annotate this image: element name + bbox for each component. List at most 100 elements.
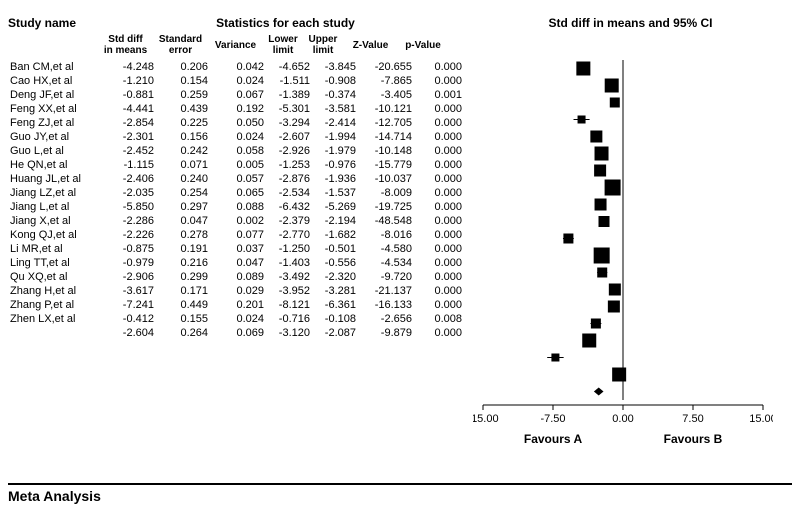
col-header-var: Variance [208, 40, 263, 51]
cell-var: 0.065 [210, 186, 266, 200]
header-row-1: Study name Statistics for each study [8, 8, 473, 30]
forest-plot-figure: Study name Statistics for each study Std… [8, 8, 792, 504]
cell-var: 0.069 [210, 326, 266, 340]
cell-ll: -1.403 [266, 256, 312, 270]
cell-p: 0.000 [414, 256, 464, 270]
cell-var: 0.024 [210, 312, 266, 326]
cell-var: 0.192 [210, 102, 266, 116]
cell-se: 0.191 [156, 242, 210, 256]
cell-z: -14.714 [358, 130, 414, 144]
table-row: Jiang X,et al-2.2860.0470.002-2.379-2.19… [8, 214, 464, 228]
svg-text:15.00: 15.00 [749, 413, 773, 425]
cell-ll: -0.716 [266, 312, 312, 326]
cell-z: -10.148 [358, 144, 414, 158]
cell-z: -15.779 [358, 158, 414, 172]
cell-name: Feng XX,et al [8, 102, 102, 116]
cell-ul: -1.936 [312, 172, 358, 186]
cell-p: 0.000 [414, 116, 464, 130]
cell-se: 0.171 [156, 284, 210, 298]
chart-title: Std diff in means and 95% CI [473, 8, 788, 30]
cell-z: -19.725 [358, 200, 414, 214]
cell-z: -10.037 [358, 172, 414, 186]
cell-sdm: -0.979 [102, 256, 156, 270]
col-header-se: Standarderror [153, 34, 208, 56]
cell-se: 0.047 [156, 214, 210, 228]
cell-ul: -5.269 [312, 200, 358, 214]
cell-name: Jiang X,et al [8, 214, 102, 228]
cell-p: 0.008 [414, 312, 464, 326]
cell-se: 0.225 [156, 116, 210, 130]
cell-ll: -3.120 [266, 326, 312, 340]
cell-name [8, 326, 102, 340]
cell-se: 0.216 [156, 256, 210, 270]
cell-ll: -1.511 [266, 74, 312, 88]
cell-var: 0.037 [210, 242, 266, 256]
cell-z: -4.580 [358, 242, 414, 256]
col-header-z: Z-Value [343, 40, 398, 51]
cell-p: 0.000 [414, 158, 464, 172]
cell-sdm: -2.286 [102, 214, 156, 228]
cell-se: 0.240 [156, 172, 210, 186]
footer-label: Meta Analysis [8, 483, 792, 504]
table-row: Zhen LX,et al-0.4120.1550.024-0.716-0.10… [8, 312, 464, 326]
cell-z: -8.016 [358, 228, 414, 242]
cell-p: 0.000 [414, 298, 464, 312]
cell-ul: -3.581 [312, 102, 358, 116]
cell-var: 0.089 [210, 270, 266, 284]
forest-svg: -15.00-7.500.007.5015.00Favours AFavours… [473, 60, 773, 455]
cell-z: -48.548 [358, 214, 414, 228]
svg-text:Favours B: Favours B [664, 432, 723, 446]
table-row: Kong QJ,et al-2.2260.2780.077-2.770-1.68… [8, 228, 464, 242]
plot-area: -15.00-7.500.007.5015.00Favours AFavours… [473, 60, 788, 455]
cell-se: 0.155 [156, 312, 210, 326]
table-row: Qu XQ,et al-2.9060.2990.089-3.492-2.320-… [8, 270, 464, 284]
cell-se: 0.297 [156, 200, 210, 214]
cell-name: Kong QJ,et al [8, 228, 102, 242]
cell-ll: -3.952 [266, 284, 312, 298]
cell-se: 0.206 [156, 60, 210, 74]
cell-sdm: -2.906 [102, 270, 156, 284]
cell-sdm: -3.617 [102, 284, 156, 298]
cell-sdm: -2.301 [102, 130, 156, 144]
cell-ll: -3.492 [266, 270, 312, 284]
header-row-2: Std diffin means Standarderror Variance … [8, 30, 473, 60]
cell-ll: -1.389 [266, 88, 312, 102]
cell-sdm: -1.115 [102, 158, 156, 172]
cell-ll: -2.534 [266, 186, 312, 200]
cell-sdm: -2.226 [102, 228, 156, 242]
cell-p: 0.000 [414, 74, 464, 88]
cell-sdm: -2.604 [102, 326, 156, 340]
cell-name: Ban CM,et al [8, 60, 102, 74]
cell-ll: -4.652 [266, 60, 312, 74]
col-header-sdm: Std diffin means [98, 34, 153, 56]
cell-se: 0.154 [156, 74, 210, 88]
cell-ul: -6.361 [312, 298, 358, 312]
cell-ul: -2.194 [312, 214, 358, 228]
cell-sdm: -5.850 [102, 200, 156, 214]
cell-p: 0.000 [414, 284, 464, 298]
cell-name: Feng ZJ,et al [8, 116, 102, 130]
cell-var: 0.050 [210, 116, 266, 130]
cell-z: -9.720 [358, 270, 414, 284]
col-header-study-name: Study name [8, 16, 98, 30]
cell-sdm: -4.441 [102, 102, 156, 116]
cell-name: Zhen LX,et al [8, 312, 102, 326]
cell-ll: -2.770 [266, 228, 312, 242]
cell-p: 0.000 [414, 144, 464, 158]
cell-p: 0.000 [414, 270, 464, 284]
cell-var: 0.067 [210, 88, 266, 102]
cell-ll: -8.121 [266, 298, 312, 312]
cell-z: -21.137 [358, 284, 414, 298]
cell-z: -16.133 [358, 298, 414, 312]
cell-ll: -3.294 [266, 116, 312, 130]
table-row: Guo JY,et al-2.3010.1560.024-2.607-1.994… [8, 130, 464, 144]
svg-text:Favours A: Favours A [524, 432, 583, 446]
col-header-ll: Lowerlimit [263, 34, 303, 56]
cell-sdm: -7.241 [102, 298, 156, 312]
cell-var: 0.077 [210, 228, 266, 242]
cell-name: Ling TT,et al [8, 256, 102, 270]
col-header-stats: Statistics for each study [98, 16, 473, 30]
table-row: Ban CM,et al-4.2480.2060.042-4.652-3.845… [8, 60, 464, 74]
cell-sdm: -2.854 [102, 116, 156, 130]
cell-ll: -1.253 [266, 158, 312, 172]
